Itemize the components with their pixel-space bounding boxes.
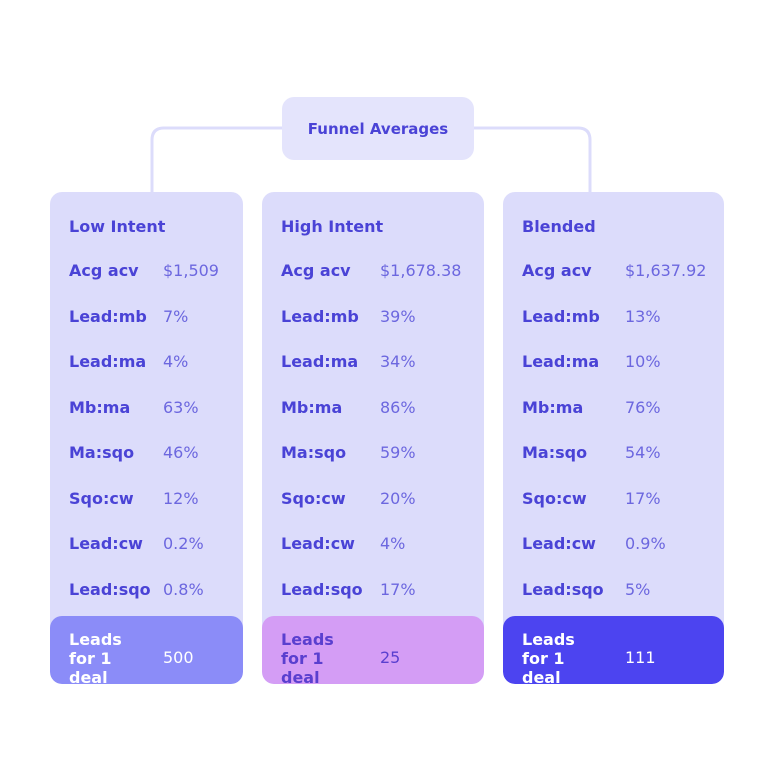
metric-label: Lead:ma xyxy=(69,352,147,371)
metric-label: Acg acv xyxy=(522,261,592,280)
metric-value: 17% xyxy=(625,488,661,508)
footer-value: 500 xyxy=(163,648,194,667)
column-title: High Intent xyxy=(281,217,384,236)
footer-label: Leads for 1 deal xyxy=(281,630,334,684)
metric-label: Lead:cw xyxy=(281,534,355,553)
metric-label: Lead:cw xyxy=(522,534,596,553)
metric-label: Sqo:cw xyxy=(522,488,587,508)
metric-label: Acg acv xyxy=(69,261,139,280)
connector-left xyxy=(150,126,282,205)
metric-value: 20% xyxy=(380,488,416,508)
metric-label: Mb:ma xyxy=(281,397,343,417)
metric-value: 12% xyxy=(163,488,199,508)
metric-value: 4% xyxy=(163,352,189,371)
metric-value: 86% xyxy=(380,397,416,417)
footer: Leads for 1 deal 25 xyxy=(262,616,484,684)
metric-value: 5% xyxy=(625,579,651,599)
column: Blended Acg acv $1,637.92 Lead:mb 13% Lead:ma… xyxy=(503,192,724,684)
metric-value: 46% xyxy=(163,443,199,462)
metric-value: $1,637.92 xyxy=(625,261,707,280)
metric-label: Ma:sqo xyxy=(522,443,588,462)
metric-label: Lead:ma xyxy=(522,352,600,371)
metric-value: 34% xyxy=(380,352,416,371)
metric-label: Mb:ma xyxy=(69,397,131,417)
metric-label: Sqo:cw xyxy=(69,488,134,508)
metric-label: Lead:sqo xyxy=(69,579,151,599)
metric-label: Lead:sqo xyxy=(522,579,604,599)
metric-value: 76% xyxy=(625,397,661,417)
header-title: Funnel Averages xyxy=(282,97,474,160)
metric-value: 0.8% xyxy=(163,579,204,599)
metric-label: Lead:mb xyxy=(281,306,359,326)
footer-label: Leads for 1 deal xyxy=(69,630,122,684)
footer-value: 25 xyxy=(380,648,401,667)
metric-value: $1,678.38 xyxy=(380,261,462,280)
footer-label: Leads for 1 deal xyxy=(522,630,575,684)
metric-value: 0.2% xyxy=(163,534,204,553)
metric-value: 7% xyxy=(163,306,189,326)
metric-label: Lead:mb xyxy=(522,306,600,326)
metric-label: Mb:ma xyxy=(522,397,584,417)
footer-value: 111 xyxy=(625,648,656,667)
metric-value: 4% xyxy=(380,534,406,553)
column: Low Intent Acg acv $1,509 Lead:mb 7% Lead:ma 4… xyxy=(50,192,243,684)
metric-label: Lead:ma xyxy=(281,352,359,371)
metric-label: Ma:sqo xyxy=(281,443,347,462)
metric-value: $1,509 xyxy=(163,261,219,280)
column: High Intent Acg acv $1,678.38 Lead:mb 39% Lea… xyxy=(262,192,484,684)
metric-value: 17% xyxy=(380,579,416,599)
metric-label: Ma:sqo xyxy=(69,443,135,462)
connector-right xyxy=(474,126,592,192)
metric-value: 63% xyxy=(163,397,199,417)
column-title: Blended xyxy=(522,217,596,236)
metric-label: Sqo:cw xyxy=(281,488,346,508)
metric-value: 0.9% xyxy=(625,534,666,553)
metric-label: Lead:mb xyxy=(69,306,147,326)
metric-value: 13% xyxy=(625,306,661,326)
column-title: Low Intent xyxy=(69,217,166,236)
metric-label: Lead:sqo xyxy=(281,579,363,599)
footer: Leads for 1 deal 500 xyxy=(50,616,243,684)
metric-label: Acg acv xyxy=(281,261,351,280)
metric-value: 39% xyxy=(380,306,416,326)
metric-value: 10% xyxy=(625,352,661,371)
metric-value: 54% xyxy=(625,443,661,462)
metric-value: 59% xyxy=(380,443,416,462)
metric-label: Lead:cw xyxy=(69,534,143,553)
footer: Leads for 1 deal 111 xyxy=(503,616,724,684)
